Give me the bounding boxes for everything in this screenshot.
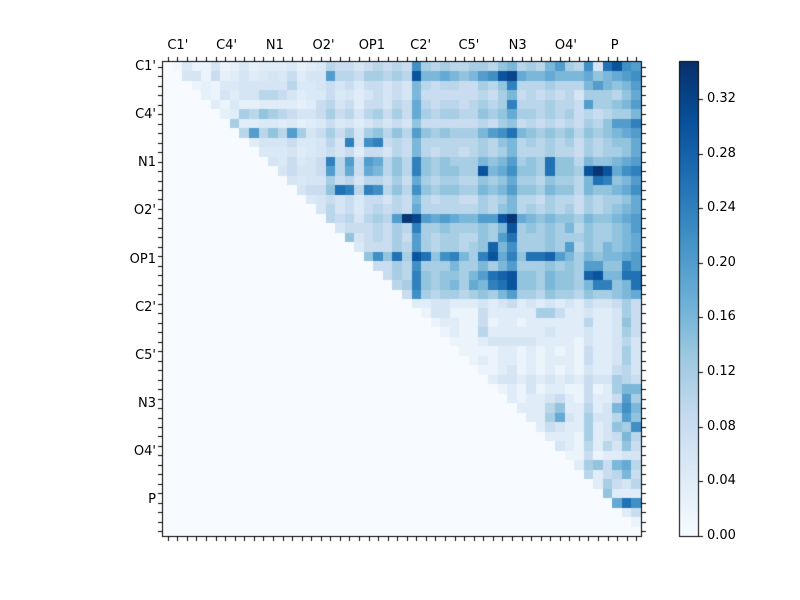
colorbar-tick-label-0.24: 0.24 (707, 200, 736, 216)
colorbar-tick-label-0.00: 0.00 (707, 528, 736, 543)
y-tick-label-C4: C4' (135, 107, 156, 123)
x-tick-label-P: P (610, 38, 619, 53)
colorbar-tick-label-0.28: 0.28 (707, 145, 736, 161)
y-tick-label-C1: C1' (135, 59, 156, 75)
y-tick-label-O4: O4' (133, 444, 156, 460)
colorbar-tick-label-0.08: 0.08 (707, 418, 736, 434)
x-tick-label-C2: C2' (410, 38, 432, 53)
x-tick-label-OP1: OP1 (358, 38, 386, 53)
x-tick-label-N1: N1 (265, 38, 284, 53)
y-tick-label-N1: N1 (138, 155, 156, 171)
colorbar-tick-label-0.04: 0.04 (707, 473, 736, 489)
y-tick-label-OP1: OP1 (129, 251, 156, 267)
y-tick-label-C2: C2' (135, 299, 156, 315)
colorbar-tick-label-0.20: 0.20 (707, 254, 736, 270)
x-tick-label-N3: N3 (508, 38, 527, 53)
y-tick-label-C5: C5' (135, 347, 156, 363)
x-tick-label-O4: O4' (554, 38, 577, 53)
colorbar-tick-label-0.16: 0.16 (707, 309, 736, 325)
x-tick-label-C1: C1' (167, 38, 189, 53)
x-tick-label-C5: C5' (458, 38, 480, 53)
x-tick-label-O2: O2' (312, 38, 335, 53)
colorbar-tick-label-0.12: 0.12 (707, 364, 736, 380)
y-tick-label-O2: O2' (133, 203, 156, 219)
y-tick-label-P: P (148, 491, 156, 507)
y-tick-label-N3: N3 (138, 395, 156, 411)
colorbar-tick-label-0.32: 0.32 (707, 90, 736, 106)
x-tick-label-C4: C4' (216, 38, 238, 53)
